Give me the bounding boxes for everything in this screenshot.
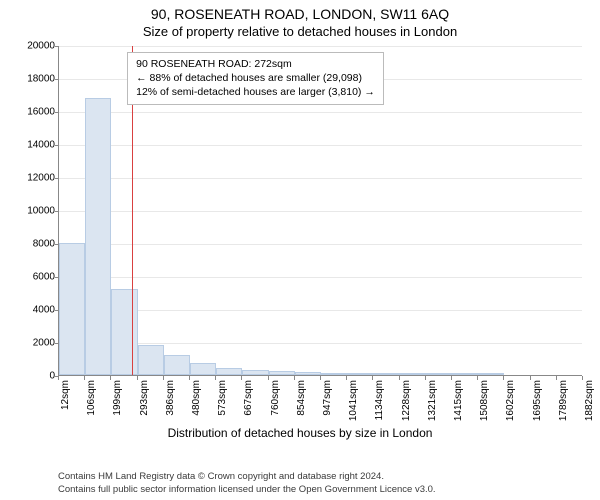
- histogram-bar: [111, 289, 137, 375]
- histogram-bar: [138, 345, 164, 375]
- histogram-bar: [478, 373, 504, 375]
- x-tick-mark: [582, 376, 583, 380]
- x-tick-label: 386sqm: [165, 380, 176, 430]
- x-tick-label: 1508sqm: [479, 380, 490, 430]
- x-tick-label: 199sqm: [112, 380, 123, 430]
- grid-line: [59, 145, 582, 146]
- histogram-bar: [59, 243, 85, 375]
- grid-line: [59, 112, 582, 113]
- y-tick-label: 20000: [27, 41, 59, 52]
- x-tick-label: 1321sqm: [427, 380, 438, 430]
- x-tick-label: 573sqm: [217, 380, 228, 430]
- info-box-line: 90 ROSENEATH ROAD: 272sqm: [136, 57, 375, 71]
- x-tick-label: 293sqm: [139, 380, 150, 430]
- y-tick-label: 12000: [27, 173, 59, 184]
- x-tick-mark: [294, 376, 295, 380]
- x-tick-mark: [137, 376, 138, 380]
- histogram-bar: [295, 372, 321, 375]
- x-tick-label: 1415sqm: [453, 380, 464, 430]
- x-tick-mark: [163, 376, 164, 380]
- x-tick-mark: [556, 376, 557, 380]
- x-tick-label: 12sqm: [60, 380, 71, 430]
- x-tick-label: 854sqm: [296, 380, 307, 430]
- x-tick-label: 760sqm: [270, 380, 281, 430]
- grid-line: [59, 46, 582, 47]
- footer-line-2: Contains full public sector information …: [58, 484, 436, 496]
- x-tick-label: 106sqm: [86, 380, 97, 430]
- x-tick-label: 1134sqm: [374, 380, 385, 430]
- histogram-bar: [321, 373, 347, 375]
- y-tick-label: 18000: [27, 74, 59, 85]
- info-box-line: 12% of semi-detached houses are larger (…: [136, 85, 375, 99]
- x-tick-mark: [58, 376, 59, 380]
- x-tick-mark: [425, 376, 426, 380]
- info-box-line: ← 88% of detached houses are smaller (29…: [136, 71, 375, 85]
- x-tick-label: 1041sqm: [348, 380, 359, 430]
- y-tick-label: 16000: [27, 107, 59, 118]
- x-tick-label: 947sqm: [322, 380, 333, 430]
- histogram-bar: [164, 355, 190, 375]
- x-tick-label: 1882sqm: [584, 380, 595, 430]
- histogram-bar: [452, 373, 478, 375]
- chart-container: Number of detached properties 0200040006…: [0, 46, 600, 444]
- footer: Contains HM Land Registry data © Crown c…: [58, 471, 436, 496]
- histogram-bar: [216, 368, 242, 375]
- x-tick-mark: [451, 376, 452, 380]
- x-tick-label: 1789sqm: [558, 380, 569, 430]
- x-tick-label: 1228sqm: [401, 380, 412, 430]
- histogram-bar: [347, 373, 373, 375]
- x-tick-label: 480sqm: [191, 380, 202, 430]
- x-tick-mark: [399, 376, 400, 380]
- grid-line: [59, 211, 582, 212]
- y-tick-label: 2000: [33, 338, 59, 349]
- x-tick-mark: [530, 376, 531, 380]
- x-tick-mark: [268, 376, 269, 380]
- grid-line: [59, 244, 582, 245]
- x-tick-label: 667sqm: [243, 380, 254, 430]
- plot-area: 0200040006000800010000120001400016000180…: [58, 46, 582, 376]
- grid-line: [59, 277, 582, 278]
- x-tick-label: 1602sqm: [505, 380, 516, 430]
- info-box: 90 ROSENEATH ROAD: 272sqm← 88% of detach…: [127, 52, 384, 105]
- x-tick-mark: [320, 376, 321, 380]
- subtitle: Size of property relative to detached ho…: [0, 22, 600, 39]
- grid-line: [59, 178, 582, 179]
- histogram-bar: [190, 363, 216, 375]
- y-tick-label: 10000: [27, 206, 59, 217]
- y-tick-label: 4000: [33, 305, 59, 316]
- histogram-bar: [426, 373, 452, 375]
- y-tick-label: 6000: [33, 272, 59, 283]
- footer-line-1: Contains HM Land Registry data © Crown c…: [58, 471, 436, 483]
- x-tick-label: 1695sqm: [532, 380, 543, 430]
- histogram-bar: [373, 373, 399, 375]
- y-tick-label: 14000: [27, 140, 59, 151]
- y-tick-label: 8000: [33, 239, 59, 250]
- x-tick-mark: [189, 376, 190, 380]
- histogram-bar: [269, 371, 295, 375]
- page-title: 90, ROSENEATH ROAD, LONDON, SW11 6AQ: [0, 0, 600, 22]
- histogram-bar: [85, 98, 111, 375]
- histogram-bar: [400, 373, 426, 375]
- histogram-bar: [242, 370, 268, 375]
